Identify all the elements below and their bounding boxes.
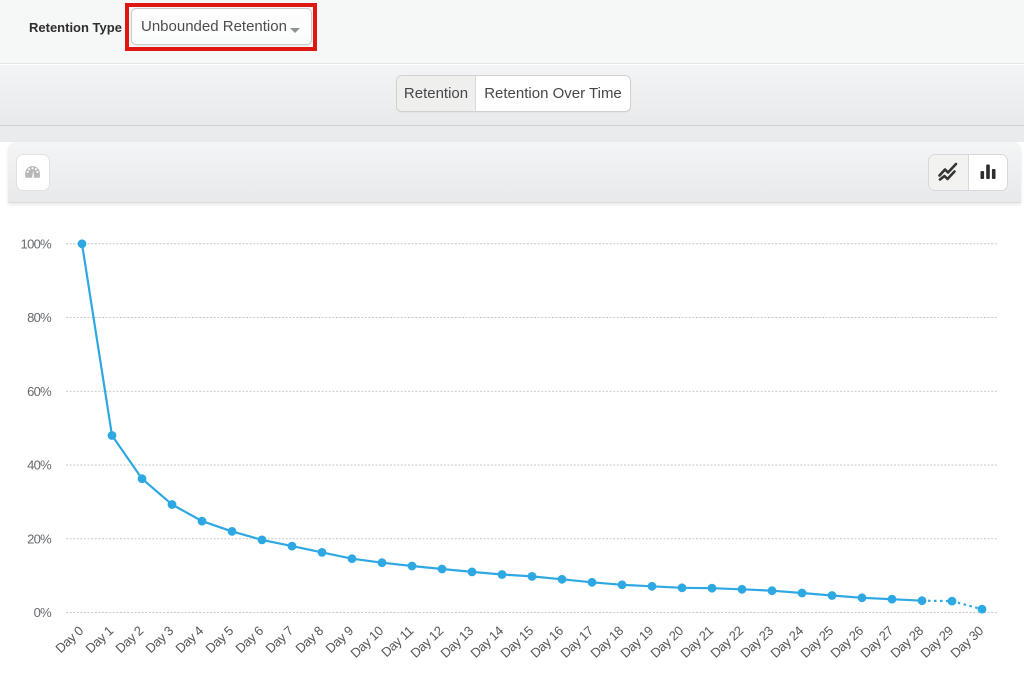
svg-text:Day 1: Day 1	[82, 623, 116, 656]
svg-text:Day 30: Day 30	[947, 623, 986, 661]
svg-text:Day 3: Day 3	[142, 623, 176, 656]
svg-text:Day 27: Day 27	[857, 623, 896, 661]
svg-text:Day 14: Day 14	[467, 623, 506, 661]
svg-text:Day 18: Day 18	[587, 623, 626, 661]
svg-text:Day 22: Day 22	[707, 623, 746, 661]
svg-text:40%: 40%	[27, 458, 52, 473]
svg-text:Day 21: Day 21	[677, 623, 716, 661]
svg-text:Day 17: Day 17	[557, 623, 596, 661]
svg-text:0%: 0%	[34, 605, 53, 620]
svg-text:Day 7: Day 7	[262, 623, 296, 656]
svg-text:Day 19: Day 19	[617, 623, 656, 661]
svg-text:Day 4: Day 4	[172, 623, 206, 656]
svg-text:Day 15: Day 15	[497, 623, 536, 661]
svg-text:Day 26: Day 26	[827, 623, 866, 661]
svg-text:20%: 20%	[27, 531, 52, 546]
svg-text:Day 16: Day 16	[527, 623, 566, 661]
svg-text:Day 6: Day 6	[232, 623, 266, 656]
svg-text:Day 29: Day 29	[917, 623, 956, 661]
svg-text:Day 2: Day 2	[112, 623, 146, 656]
svg-text:Day 11: Day 11	[378, 623, 416, 660]
svg-text:60%: 60%	[27, 384, 52, 399]
svg-text:Day 8: Day 8	[292, 623, 326, 656]
svg-text:100%: 100%	[21, 236, 53, 251]
svg-text:Day 5: Day 5	[202, 623, 236, 656]
svg-text:Day 10: Day 10	[347, 623, 386, 661]
svg-text:Day 28: Day 28	[887, 623, 926, 661]
svg-text:Day 0: Day 0	[52, 623, 86, 656]
svg-text:Day 25: Day 25	[797, 623, 836, 661]
svg-text:80%: 80%	[27, 310, 52, 325]
svg-text:Day 20: Day 20	[647, 623, 686, 661]
svg-text:Day 13: Day 13	[437, 623, 476, 661]
svg-text:Day 24: Day 24	[767, 623, 806, 661]
svg-text:Day 23: Day 23	[737, 623, 776, 661]
svg-text:Day 12: Day 12	[407, 623, 446, 661]
